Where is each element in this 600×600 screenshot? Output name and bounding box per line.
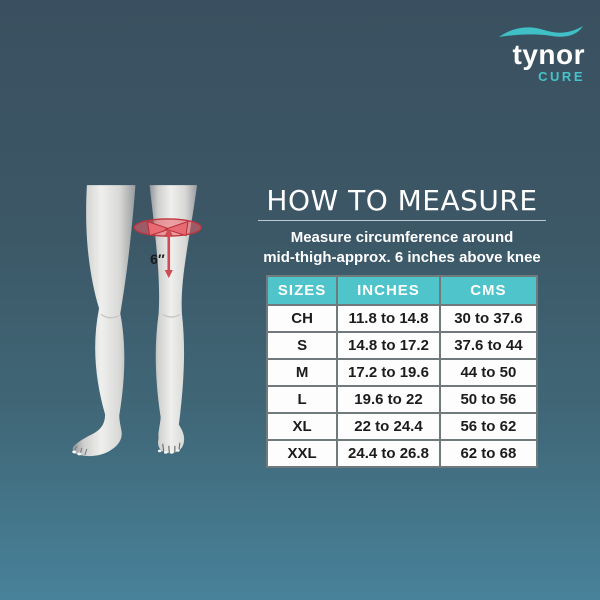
inches-cell: 22 to 24.4 bbox=[336, 412, 441, 441]
table-row: CH 11.8 to 14.8 30 to 37.6 bbox=[265, 304, 539, 333]
inches-cell: 14.8 to 17.2 bbox=[336, 331, 441, 360]
inches-cell: 11.8 to 14.8 bbox=[336, 304, 441, 333]
right-foot-toes bbox=[157, 442, 181, 454]
size-cell: CH bbox=[265, 304, 339, 333]
size-chart-table: SIZES INCHES CMS CH 11.8 to 14.8 30 to 3… bbox=[265, 275, 539, 468]
table-row: XL 22 to 24.4 56 to 62 bbox=[265, 412, 539, 441]
subtitle-line-2: mid-thigh-approx. 6 inches above knee bbox=[263, 248, 541, 266]
cms-cell: 30 to 37.6 bbox=[438, 304, 539, 333]
inches-cell: 17.2 to 19.6 bbox=[336, 358, 441, 387]
cms-cell: 56 to 62 bbox=[438, 412, 539, 441]
inches-cell: 24.4 to 26.8 bbox=[336, 439, 441, 468]
cms-cell: 62 to 68 bbox=[438, 439, 539, 468]
left-knee-crease bbox=[100, 313, 120, 319]
measure-panel: HOW TO MEASURE Measure circumference aro… bbox=[256, 186, 548, 468]
size-cell: S bbox=[265, 331, 339, 360]
inches-cell: 19.6 to 22 bbox=[336, 385, 441, 414]
brand-name: tynor bbox=[512, 39, 585, 70]
right-knee-crease bbox=[162, 313, 181, 318]
table-row: M 17.2 to 19.6 44 to 50 bbox=[265, 358, 539, 387]
page-title: HOW TO MEASURE bbox=[266, 184, 538, 217]
col-header-cms: CMS bbox=[438, 275, 539, 306]
header-row: SIZES INCHES CMS bbox=[265, 275, 539, 306]
col-header-sizes: SIZES bbox=[265, 275, 339, 306]
cms-cell: 44 to 50 bbox=[438, 358, 539, 387]
size-cell: L bbox=[265, 385, 339, 414]
cms-cell: 37.6 to 44 bbox=[438, 331, 539, 360]
subtitle-line-1: Measure circumference around bbox=[290, 229, 514, 246]
table-row: S 14.8 to 17.2 37.6 to 44 bbox=[265, 331, 539, 360]
right-leg bbox=[149, 185, 198, 454]
tynor-wave-icon bbox=[499, 26, 583, 37]
size-cell: M bbox=[265, 358, 339, 387]
size-cell: XXL bbox=[265, 439, 339, 468]
left-leg bbox=[72, 185, 136, 457]
left-foot-toes bbox=[72, 445, 88, 456]
brand-tagline: CURE bbox=[538, 69, 585, 84]
size-cell: XL bbox=[265, 412, 339, 441]
cms-cell: 50 to 56 bbox=[438, 385, 539, 414]
table-row: XXL 24.4 to 26.8 62 to 68 bbox=[265, 439, 539, 468]
table-row: L 19.6 to 22 50 to 56 bbox=[265, 385, 539, 414]
legs-illustration: 6″ bbox=[72, 185, 202, 457]
col-header-inches: INCHES bbox=[336, 275, 441, 306]
measurement-arrow-icon: 6″ bbox=[150, 227, 173, 279]
arrow-length-label: 6″ bbox=[150, 251, 165, 267]
title-underline bbox=[258, 220, 546, 221]
brand-logo: tynor CURE bbox=[491, 24, 585, 84]
